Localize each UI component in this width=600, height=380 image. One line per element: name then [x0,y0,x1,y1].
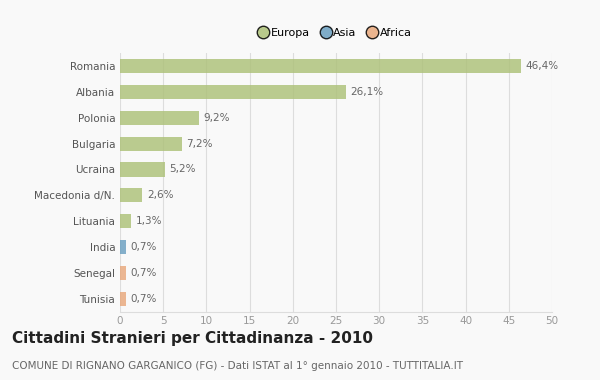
Bar [120,266,126,280]
Bar [120,136,182,151]
Bar [120,214,131,228]
Text: 46,4%: 46,4% [525,61,559,71]
Text: 26,1%: 26,1% [350,87,383,97]
Bar [120,85,346,99]
Text: 7,2%: 7,2% [187,139,213,149]
Text: 0,7%: 0,7% [130,268,157,278]
Bar [120,291,126,306]
Text: COMUNE DI RIGNANO GARGANICO (FG) - Dati ISTAT al 1° gennaio 2010 - TUTTITALIA.IT: COMUNE DI RIGNANO GARGANICO (FG) - Dati … [12,361,463,371]
Text: 9,2%: 9,2% [204,113,230,123]
Legend: Europa, Asia, Africa: Europa, Asia, Africa [256,23,416,43]
Bar [120,162,165,177]
Bar [120,188,142,203]
Text: 0,7%: 0,7% [130,242,157,252]
Text: 1,3%: 1,3% [136,216,162,226]
Text: 5,2%: 5,2% [169,165,196,174]
Text: 0,7%: 0,7% [130,294,157,304]
Bar [120,111,199,125]
Text: Cittadini Stranieri per Cittadinanza - 2010: Cittadini Stranieri per Cittadinanza - 2… [12,331,373,345]
Bar [120,240,126,254]
Bar [120,59,521,73]
Text: 2,6%: 2,6% [147,190,173,200]
